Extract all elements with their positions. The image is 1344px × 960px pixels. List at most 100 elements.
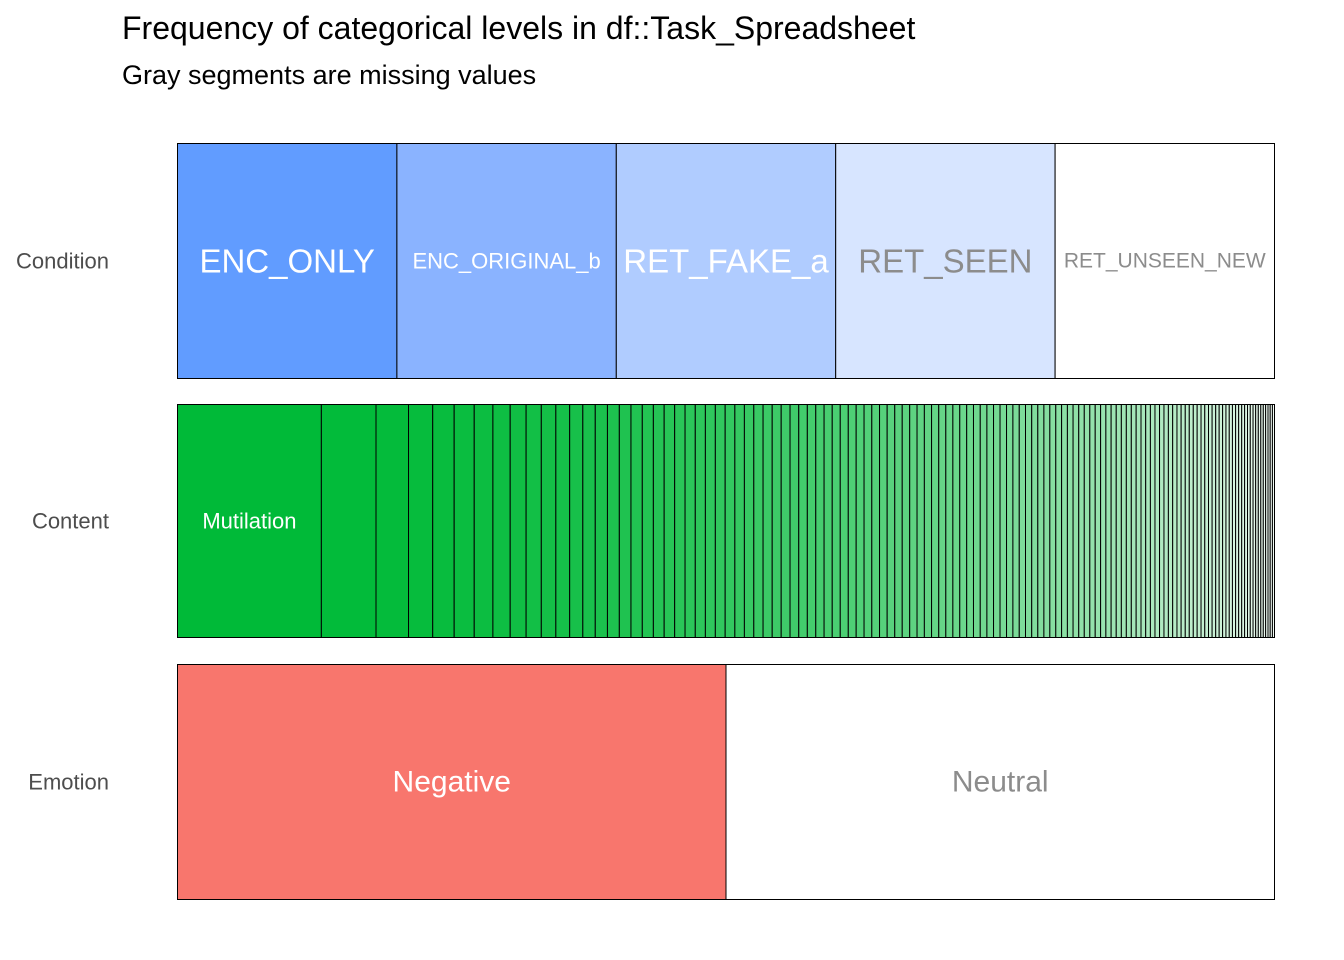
bar-segment-content-level-40: [839, 404, 849, 638]
segment-label-ret-unseen-new: RET_UNSEEN_NEW: [1064, 250, 1266, 273]
bar-segment-content-level-104: [1211, 404, 1217, 638]
bar-segment-content-level-103: [1208, 404, 1213, 638]
bar-segment-content-level-58: [972, 404, 981, 638]
bar-segment-content-level-6: [453, 404, 475, 638]
segment-label-enc-original-b: ENC_ORIGINAL_b: [412, 249, 600, 274]
bar-segment-content-level-29: [743, 404, 755, 638]
bar-segment-content-level-50: [916, 404, 925, 638]
bar-segment-content-level-7: [473, 404, 494, 638]
bar-segment-content-level-93: [1167, 404, 1174, 638]
bar-segment-content-level-3: [375, 404, 410, 638]
bar-segment-content-level-17: [618, 404, 632, 638]
bar-segment-content-level-27: [724, 404, 736, 638]
bar-segment-content-level-87: [1140, 404, 1147, 638]
bar-segment-content-level-59: [979, 404, 988, 638]
bar-segment-content-level-63: [1006, 404, 1014, 638]
bar-segment-content-level-11: [540, 404, 557, 638]
bar-segment-content-level-36: [806, 404, 817, 638]
bar-segment-condition-ret-fake-a: [615, 143, 837, 379]
bar-segment-content-level-79: [1100, 404, 1107, 638]
bar-segment-content-level-34: [789, 404, 800, 638]
bar-segment-content-level-38: [823, 404, 833, 638]
bar-segment-content-level-64: [1012, 404, 1020, 638]
bar-segment-content-level-28: [734, 404, 745, 638]
bar-segment-content-level-105: [1215, 404, 1220, 638]
bar-segment-content-level-75: [1078, 404, 1085, 638]
bar-segment-content-level-53: [938, 404, 947, 638]
bar-segment-content-level-12: [555, 404, 571, 638]
bar-segment-content-level-32: [771, 404, 782, 638]
bar-segment-content-level-84: [1125, 404, 1132, 638]
bar-segment-content-level-19: [641, 404, 654, 638]
bar-segment-content-level-51: [923, 404, 933, 638]
bar-segment-content-level-85: [1130, 404, 1137, 638]
bar-segment-content-level-86: [1135, 404, 1142, 638]
bar-segment-content-level-72: [1061, 404, 1068, 638]
bar-segment-content-level-98: [1188, 404, 1194, 638]
bar-segment-content-level-44: [871, 404, 881, 638]
bar-segment-content-level-14: [582, 404, 596, 638]
bar-segment-content-level-94: [1172, 404, 1178, 638]
bar-segment-content-level-10: [525, 404, 542, 638]
bar-segment-content-level-101: [1200, 404, 1206, 638]
bar-segment-content-level-78: [1094, 404, 1102, 638]
bar-segment-content-level-52: [931, 404, 940, 638]
bar-segment-content-level-47: [894, 404, 903, 638]
bar-segment-content-level-96: [1180, 404, 1186, 638]
bar-segment-content-level-45: [879, 404, 888, 638]
bar-segment-content-level-61: [993, 404, 1001, 638]
bar-segment-content-level-16: [606, 404, 620, 638]
bar-segment-content-level-2: [320, 404, 377, 638]
bar-segment-content-level-37: [815, 404, 825, 638]
bar-segment-condition-ret-seen: [835, 143, 1056, 379]
bar-segment-content-level-102: [1204, 404, 1210, 638]
bar-segment-content-level-48: [901, 404, 911, 638]
chart-title: Frequency of categorical levels in df::T…: [122, 10, 916, 46]
bar-segment-content-level-82: [1115, 404, 1122, 638]
segment-label-ret-seen: RET_SEEN: [858, 243, 1032, 280]
bar-segment-content-level-31: [762, 404, 773, 638]
bar-segment-content-level-74: [1072, 404, 1080, 638]
segment-label-mutilation: Mutilation: [202, 509, 296, 534]
bar-segment-content-level-4: [408, 404, 434, 638]
bar-segment-content-level-46: [886, 404, 896, 638]
bar-segment-content-level-23: [684, 404, 696, 638]
bar-segment-content-level-22: [674, 404, 686, 638]
bar-segment-content-level-35: [798, 404, 808, 638]
bar-segment-content-level-65: [1018, 404, 1026, 638]
bar-segment-content-level-56: [959, 404, 968, 638]
bar-segment-content-level-125: [1271, 404, 1275, 638]
bar-segment-content-level-71: [1055, 404, 1063, 638]
bar-segment-content-level-90: [1154, 404, 1161, 638]
bar-segment-content-level-68: [1037, 404, 1045, 638]
bar-segment-content-level-81: [1110, 404, 1117, 638]
segment-label-ret-fake-a: RET_FAKE_a: [623, 243, 829, 280]
bar-segment-content-level-33: [780, 404, 791, 638]
bar-segment-content-level-9: [509, 404, 527, 638]
bar-segment-content-level-15: [594, 404, 608, 638]
bar-segment-content-level-25: [704, 404, 716, 638]
bar-segment-content-level-55: [952, 404, 961, 638]
bar-segment-content-level-77: [1089, 404, 1096, 638]
bar-segment-content-level-49: [909, 404, 918, 638]
bar-segment-content-level-21: [663, 404, 676, 638]
bar-segment-content-level-41: [847, 404, 857, 638]
bar-segment-content-level-24: [694, 404, 706, 638]
bar-segment-content-level-89: [1149, 404, 1156, 638]
bar-segment-content-level-80: [1105, 404, 1112, 638]
bar-segment-content-level-8: [492, 404, 511, 638]
y-label-content: Content: [32, 509, 109, 534]
bar-segment-content-level-18: [630, 404, 643, 638]
bar-segment-content-level-92: [1163, 404, 1169, 638]
segment-label-enc-only: ENC_ONLY: [199, 243, 374, 280]
bar-segment-content-level-66: [1024, 404, 1033, 638]
bar-segment-content-level-69: [1043, 404, 1051, 638]
segment-label-negative: Negative: [393, 766, 511, 799]
bar-segment-emotion-neutral: [725, 664, 1275, 900]
bar-segment-content-level-5: [432, 404, 455, 638]
chart-subtitle: Gray segments are missing values: [122, 60, 537, 90]
bar-segment-content-level-20: [652, 404, 665, 638]
bar-segment-content-level-91: [1159, 404, 1165, 638]
bar-segment-content-level-62: [999, 404, 1008, 638]
